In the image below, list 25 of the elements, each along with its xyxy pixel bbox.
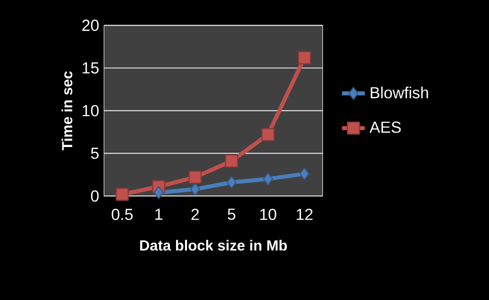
point bbox=[261, 128, 275, 142]
x-tick-label: 10 bbox=[260, 208, 276, 220]
x-tick-label: 5 bbox=[228, 208, 236, 220]
y-tick-label: 15 bbox=[82, 62, 99, 74]
point bbox=[299, 167, 310, 180]
legend-label: AES bbox=[370, 122, 401, 133]
y-tick-label: 0 bbox=[91, 190, 99, 202]
point bbox=[262, 172, 274, 186]
x-tick-label: 12 bbox=[296, 208, 313, 220]
point bbox=[154, 186, 164, 200]
point bbox=[298, 51, 311, 64]
point bbox=[190, 182, 200, 196]
y-tick-label: 10 bbox=[82, 105, 99, 116]
x-tick-label: 1 bbox=[155, 208, 162, 220]
point bbox=[116, 188, 129, 201]
point bbox=[225, 154, 238, 168]
y-axis-title: Time in sec bbox=[62, 71, 72, 150]
y-tick-label: 5 bbox=[91, 148, 99, 159]
point bbox=[226, 176, 237, 189]
point bbox=[188, 170, 202, 184]
legend-label: Blowfish bbox=[370, 86, 428, 98]
x-axis-title: Data block size in Mb bbox=[140, 240, 287, 251]
x-tick-label: 2 bbox=[191, 208, 199, 220]
y-tick-label: 20 bbox=[82, 20, 99, 31]
x-tick-label: 0.5 bbox=[112, 208, 133, 220]
